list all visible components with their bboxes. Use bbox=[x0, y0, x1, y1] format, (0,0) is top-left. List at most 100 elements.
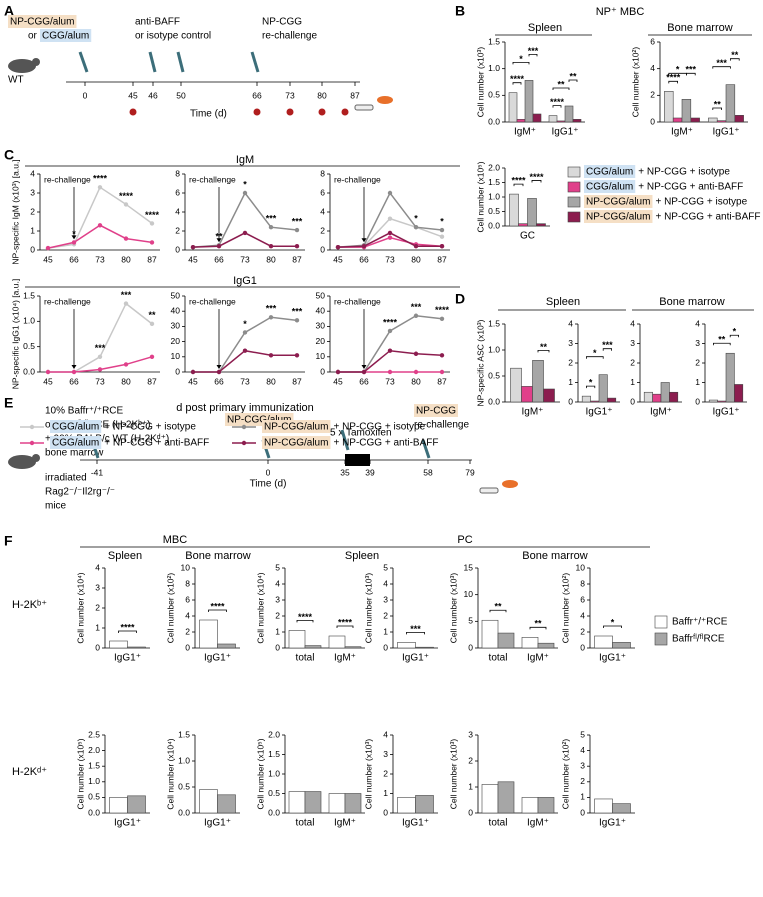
group-header: Spleen bbox=[546, 296, 580, 308]
text: irradiated bbox=[45, 473, 87, 484]
legend-swatch bbox=[241, 424, 247, 430]
y-tick-label: 2.0 bbox=[488, 162, 500, 172]
label-highlight bbox=[40, 29, 92, 42]
y-tick-label: 3 bbox=[630, 338, 635, 348]
data-point bbox=[149, 321, 155, 327]
y-axis-label: NP-specific ASC (x10³) bbox=[475, 319, 485, 406]
y-tick-label: 10 bbox=[576, 562, 586, 572]
y-axis-label: Cell number (x10⁵) bbox=[475, 161, 485, 232]
data-point bbox=[387, 190, 393, 196]
significance-label: ** bbox=[534, 619, 542, 629]
significance-label: * bbox=[72, 229, 76, 239]
x-tick-label: 87 bbox=[147, 376, 157, 386]
group-header: Bone marrow bbox=[185, 550, 250, 562]
y-tick-label: 0 bbox=[580, 807, 585, 817]
y-tick-label: 4 bbox=[320, 206, 325, 216]
y-axis-label: Cell number (x10³) bbox=[363, 573, 373, 644]
significance-label: *** bbox=[266, 304, 277, 314]
data-point bbox=[97, 367, 103, 372]
y-tick-label: 5 bbox=[383, 562, 388, 572]
bar bbox=[612, 803, 631, 814]
significance-label: ** bbox=[494, 602, 502, 612]
y-tick-label: 0 bbox=[568, 396, 573, 406]
significance-bracket bbox=[686, 72, 696, 76]
x-tick-label: 45 bbox=[188, 376, 198, 386]
text: re-challenge bbox=[414, 420, 469, 431]
y-tick-label: 1 bbox=[568, 377, 573, 387]
bar bbox=[521, 797, 539, 814]
significance-bracket bbox=[118, 630, 137, 633]
legend-swatch bbox=[567, 211, 581, 223]
y-tick-label: 1.0 bbox=[88, 776, 100, 786]
y-tick-label: 6 bbox=[320, 187, 325, 197]
y-tick-label: 0.5 bbox=[488, 90, 500, 100]
series-line bbox=[192, 191, 298, 248]
data-point bbox=[439, 353, 445, 358]
bar bbox=[572, 119, 582, 123]
bar bbox=[594, 798, 613, 814]
x-tick-label: 73 bbox=[240, 376, 250, 386]
y-tick-label: 50 bbox=[171, 290, 181, 300]
y-tick-label: 3 bbox=[383, 749, 388, 759]
significance-bracket bbox=[552, 87, 570, 90]
y-tick-label: 1.0 bbox=[488, 63, 500, 73]
y-tick-label: 0.0 bbox=[23, 366, 35, 376]
y-tick-label: 0 bbox=[30, 244, 35, 254]
mouse-icon bbox=[32, 58, 40, 66]
panel-label: F bbox=[4, 533, 13, 549]
x-tick-label: IgM⁺ bbox=[522, 407, 544, 418]
bar bbox=[304, 645, 322, 649]
annotation-arrowhead bbox=[361, 365, 367, 369]
legend-swatch bbox=[654, 632, 668, 646]
significance-label: *** bbox=[716, 58, 727, 68]
legend-swatch bbox=[29, 440, 35, 446]
data-point bbox=[71, 369, 77, 375]
bar bbox=[344, 793, 362, 814]
data-point bbox=[335, 369, 341, 375]
data-point bbox=[149, 354, 155, 359]
bar bbox=[109, 797, 128, 814]
annotation-arrowhead bbox=[216, 238, 222, 243]
y-tick-label: 2 bbox=[568, 357, 573, 367]
significance-label: * bbox=[593, 348, 597, 358]
y-tick-label: 1.5 bbox=[488, 36, 500, 46]
highlighted-label: CGG/alum bbox=[42, 31, 89, 42]
x-tick-label: IgM⁺ bbox=[527, 653, 549, 664]
label-highlight bbox=[414, 404, 458, 417]
bar bbox=[681, 99, 692, 123]
x-tick-label: 45 bbox=[333, 254, 343, 264]
y-tick-label: 2.0 bbox=[88, 745, 100, 755]
y-tick-label: 0 bbox=[383, 642, 388, 652]
y-tick-label: 1 bbox=[30, 225, 35, 235]
y-tick-label: 0 bbox=[320, 366, 325, 376]
data-point bbox=[439, 227, 445, 233]
significance-bracket bbox=[512, 62, 530, 65]
significance-label: ** bbox=[215, 232, 223, 242]
x-tick-label: 73 bbox=[385, 254, 395, 264]
group-header: Spleen bbox=[345, 550, 379, 562]
highlighted-label: NP-CGG/alum bbox=[10, 17, 74, 28]
row-label: H-2Kᵇ⁺ bbox=[12, 599, 47, 611]
significance-label: **** bbox=[298, 612, 313, 622]
x-tick-label: total bbox=[296, 653, 315, 664]
label-highlight bbox=[262, 436, 331, 449]
bar bbox=[581, 395, 591, 403]
y-tick-label: 30 bbox=[171, 321, 181, 331]
x-tick-label: IgM⁺ bbox=[671, 127, 693, 138]
highlighted-label: NP-CGG bbox=[416, 406, 456, 417]
significance-bracket bbox=[730, 58, 740, 61]
y-tick-label: 4 bbox=[650, 63, 655, 73]
y-tick-label: 1 bbox=[580, 792, 585, 802]
y-tick-label: 8 bbox=[580, 578, 585, 588]
data-point bbox=[413, 244, 419, 249]
highlighted-label: CGG/alum bbox=[52, 438, 99, 449]
y-tick-label: 4 bbox=[185, 610, 190, 620]
legend-label: + NP-CGG + isotype bbox=[638, 167, 730, 178]
data-point bbox=[387, 216, 393, 221]
y-axis-label: Cell number (x10³) bbox=[363, 739, 373, 810]
x-tick-label: IgG1⁺ bbox=[713, 407, 740, 418]
y-axis-label: Cell number (x10⁴) bbox=[255, 572, 265, 643]
x-tick-label: 66 bbox=[359, 376, 369, 386]
significance-bracket bbox=[537, 350, 550, 353]
significance-label: **** bbox=[210, 601, 225, 611]
